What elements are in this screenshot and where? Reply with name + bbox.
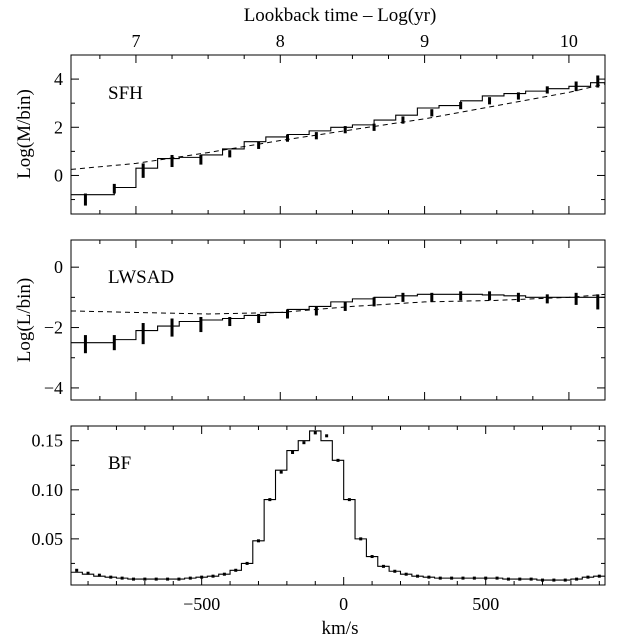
bf-data-point xyxy=(597,574,601,578)
top-x-tick-label: 9 xyxy=(420,31,429,51)
bf-data-point xyxy=(109,575,113,579)
bf-data-point xyxy=(86,571,90,575)
lwsad-plot-frame xyxy=(70,239,606,401)
bf-data-point xyxy=(166,577,170,581)
top-x-tick-label: 8 xyxy=(276,31,285,51)
lwsad-panel-label: LWSAD xyxy=(108,267,174,288)
sfh-y-tick-label: 2 xyxy=(54,117,63,137)
lwsad-y-axis-title: Log(L/bin) xyxy=(14,278,35,362)
bf-data-point xyxy=(438,576,442,580)
bf-step-line xyxy=(71,430,605,581)
bf-data-point xyxy=(75,568,79,572)
lwsad-panel: −4 −2 0 xyxy=(44,239,606,401)
bf-data-point xyxy=(495,576,499,580)
bf-data-point xyxy=(416,574,420,578)
bf-data-point xyxy=(427,575,431,579)
bf-data-point xyxy=(484,576,488,580)
bf-data-point xyxy=(370,555,374,559)
bf-data-point xyxy=(393,569,397,573)
bottom-x-tick-label: 0 xyxy=(339,594,348,614)
bf-data-point xyxy=(200,575,204,579)
sfh-step-line xyxy=(71,82,605,196)
bf-data-point xyxy=(154,577,158,581)
top-x-tick-label: 10 xyxy=(560,31,578,51)
bf-data-point xyxy=(381,564,385,568)
bf-data-point xyxy=(268,498,272,502)
bf-data-point xyxy=(211,574,215,578)
bf-data-point xyxy=(325,434,329,438)
bf-data-point xyxy=(359,537,363,541)
bf-data-point xyxy=(302,441,306,445)
bf-data-point xyxy=(222,572,226,576)
bf-data-point xyxy=(461,576,465,580)
bf-data-point xyxy=(120,576,124,580)
sfh-y-tick-label: 4 xyxy=(54,69,63,89)
bf-plot-frame xyxy=(70,425,606,586)
bf-data-point xyxy=(177,577,181,581)
top-x-tick-label: 7 xyxy=(131,31,140,51)
bf-data-point xyxy=(131,577,135,581)
bf-y-tick-label: 0.15 xyxy=(32,431,64,451)
top-axis-title: Lookback time – Log(yr) xyxy=(244,5,437,26)
bottom-x-tick-label: −500 xyxy=(183,594,220,614)
bf-data-point xyxy=(472,576,476,580)
bf-data-point xyxy=(552,578,556,582)
bf-panel-label: BF xyxy=(108,453,131,474)
sfh-y-axis-title: Log(M/bin) xyxy=(14,89,35,179)
bf-data-point xyxy=(506,577,510,581)
bf-data-point xyxy=(256,539,260,543)
bf-data-point xyxy=(245,561,249,565)
bf-data-point xyxy=(188,576,192,580)
bf-data-point xyxy=(404,572,408,576)
sfh-dashed-line xyxy=(70,83,606,170)
bf-data-point xyxy=(575,577,579,581)
bf-data-point xyxy=(291,451,295,454)
bf-data-point xyxy=(97,573,101,577)
bf-panel: −500 0 500 0.05 0.10 0.15 xyxy=(32,425,606,614)
bf-data-point xyxy=(529,577,533,581)
sfh-panel: 7 8 9 10 0 2 4 xyxy=(54,31,606,215)
lwsad-step-line xyxy=(71,293,605,344)
lwsad-y-tick-label: −4 xyxy=(44,378,63,398)
sfh-plot-frame xyxy=(70,54,606,215)
bf-data-point xyxy=(143,577,147,581)
bottom-axis-title: km/s xyxy=(322,618,359,639)
lwsad-y-tick-label: 0 xyxy=(54,257,63,277)
bottom-x-tick-label: 500 xyxy=(472,594,499,614)
bf-y-tick-label: 0.10 xyxy=(32,480,64,500)
sfh-panel-label: SFH xyxy=(108,83,143,104)
bf-data-point xyxy=(234,568,238,572)
lwsad-y-tick-label: −2 xyxy=(44,318,63,338)
bf-data-point xyxy=(541,578,545,582)
bf-data-point xyxy=(518,577,522,581)
lwsad-dashed-line xyxy=(70,293,606,315)
sfh-y-tick-label: 0 xyxy=(54,165,63,185)
bf-data-point xyxy=(586,575,590,579)
bf-data-point xyxy=(313,431,317,435)
bf-data-point xyxy=(450,576,454,580)
bf-data-point xyxy=(336,458,340,462)
bf-data-point xyxy=(347,498,351,502)
bf-y-tick-label: 0.05 xyxy=(32,529,64,549)
bf-data-point xyxy=(279,470,283,474)
bf-data-point xyxy=(563,578,567,582)
